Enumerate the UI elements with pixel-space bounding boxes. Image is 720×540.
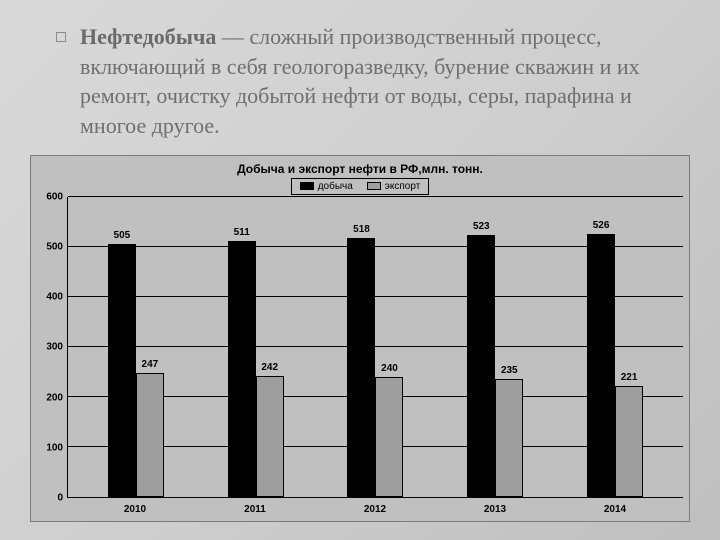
bar-value-label: 221	[621, 372, 638, 383]
legend-label: экспорт	[385, 181, 421, 192]
bar: 518	[347, 238, 375, 497]
bar-value-label: 505	[114, 230, 131, 241]
bar-value-label: 240	[381, 363, 398, 374]
legend-item: добыча	[300, 181, 353, 192]
y-tick: 0	[57, 493, 63, 504]
legend-swatch	[367, 182, 381, 190]
paragraph-bold: Нефтедобыча	[80, 24, 216, 49]
y-tick: 600	[46, 191, 63, 202]
bar-group: 505247	[76, 197, 196, 497]
bar-value-label: 235	[501, 365, 518, 376]
bar-value-label: 242	[261, 362, 278, 373]
x-label: 2010	[75, 498, 195, 515]
bar-value-label: 523	[473, 221, 490, 232]
plot-area: 505247511242518240523235526221	[67, 197, 683, 498]
bar: 221	[615, 386, 643, 497]
bar-group: 523235	[435, 197, 555, 497]
bullet-icon	[56, 32, 66, 42]
legend-label: добыча	[318, 181, 353, 192]
plot-row: 0100200300400500600 50524751124251824052…	[37, 197, 683, 498]
bar-group: 511242	[196, 197, 316, 497]
y-tick: 500	[46, 241, 63, 252]
intro-text: Нефтедобыча — сложный производственный п…	[56, 22, 680, 141]
bar: 526	[587, 234, 615, 497]
y-tick: 400	[46, 292, 63, 303]
paragraph: Нефтедобыча — сложный производственный п…	[80, 22, 680, 141]
bar: 242	[256, 376, 284, 497]
y-tick: 300	[46, 342, 63, 353]
y-tick: 200	[46, 392, 63, 403]
x-label: 2013	[435, 498, 555, 515]
bar-value-label: 518	[353, 224, 370, 235]
bar-group: 518240	[316, 197, 436, 497]
plot-wrap: 0100200300400500600 50524751124251824052…	[37, 197, 683, 515]
bar-value-label: 526	[593, 220, 610, 231]
bar: 240	[375, 377, 403, 497]
x-label: 2012	[315, 498, 435, 515]
chart-container: Добыча и экспорт нефти в РФ,млн. тонн. д…	[30, 155, 690, 522]
bar-value-label: 247	[142, 359, 159, 370]
x-label: 2011	[195, 498, 315, 515]
bar: 523	[467, 235, 495, 497]
chart-legend: добыча экспорт	[291, 178, 430, 195]
legend-swatch	[300, 182, 314, 190]
bar: 247	[136, 373, 164, 497]
bar: 505	[108, 244, 136, 497]
chart-title: Добыча и экспорт нефти в РФ,млн. тонн.	[37, 162, 683, 176]
y-axis: 0100200300400500600	[37, 197, 67, 498]
legend-item: экспорт	[367, 181, 421, 192]
x-label: 2014	[555, 498, 675, 515]
bar-group: 526221	[555, 197, 675, 497]
bar-value-label: 511	[234, 227, 250, 238]
x-axis: 20102011201220132014	[67, 498, 683, 515]
bar: 511	[228, 241, 256, 497]
y-tick: 100	[46, 442, 63, 453]
bar: 235	[495, 379, 523, 497]
